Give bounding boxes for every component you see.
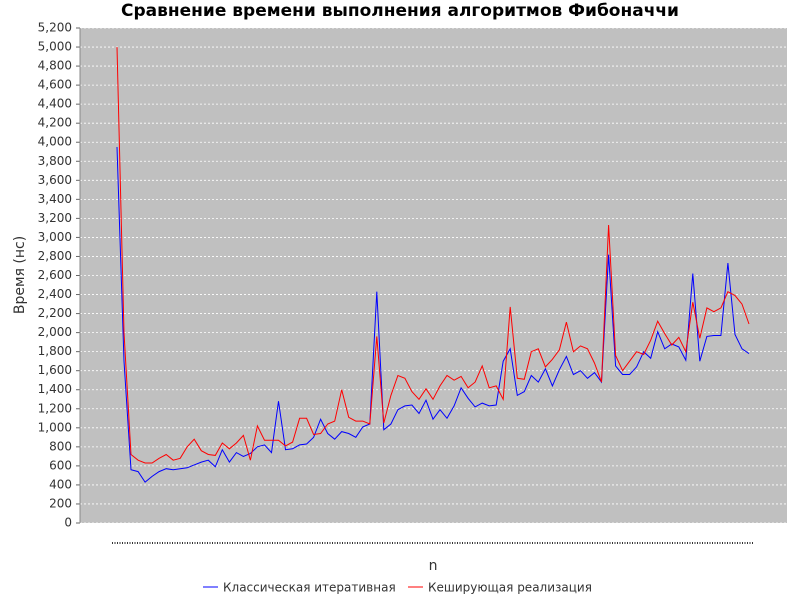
y-axis-label: Время (нс): [12, 236, 28, 314]
y-tick-label: 4,600: [38, 78, 72, 92]
y-tick-label: 200: [49, 496, 72, 510]
y-tick-label: 1,400: [38, 382, 72, 396]
y-tick-label: 4,000: [38, 135, 72, 149]
x-axis-label: n: [429, 558, 438, 574]
y-tick-label: 800: [49, 439, 72, 453]
y-tick-label: 5,200: [38, 21, 72, 35]
y-tick-label: 1,600: [38, 363, 72, 377]
y-tick-label: 1,200: [38, 401, 72, 415]
y-tick-label: 4,800: [38, 59, 72, 73]
series-line: [116, 146, 750, 483]
series-line: [116, 46, 750, 464]
legend-label: Кеширующая реализация: [428, 581, 592, 595]
y-tick-label: 0: [64, 516, 72, 530]
y-tick-label: 600: [49, 458, 72, 472]
y-tick-label: 2,600: [38, 268, 72, 282]
y-tick-label: 3,000: [38, 230, 72, 244]
y-tick-label: 3,400: [38, 192, 72, 206]
y-tick-label: 2,400: [38, 287, 72, 301]
legend-label: Классическая итеративная: [223, 581, 396, 595]
y-tick-label: 2,000: [38, 325, 72, 339]
y-tick-label: 3,800: [38, 154, 72, 168]
y-tick-label: 5,000: [38, 40, 72, 54]
y-tick-label: 3,200: [38, 211, 72, 225]
y-tick-label: 400: [49, 477, 72, 491]
y-tick-label: 2,200: [38, 306, 72, 320]
y-tick-label: 1,800: [38, 344, 72, 358]
y-tick-label: 2,800: [38, 249, 72, 263]
y-tick-label: 3,600: [38, 173, 72, 187]
y-tick-label: 4,400: [38, 97, 72, 111]
chart-title: Сравнение времени выполнения алгоритмов …: [121, 1, 679, 21]
y-tick-label: 4,200: [38, 116, 72, 130]
y-tick-label: 1,000: [38, 420, 72, 434]
